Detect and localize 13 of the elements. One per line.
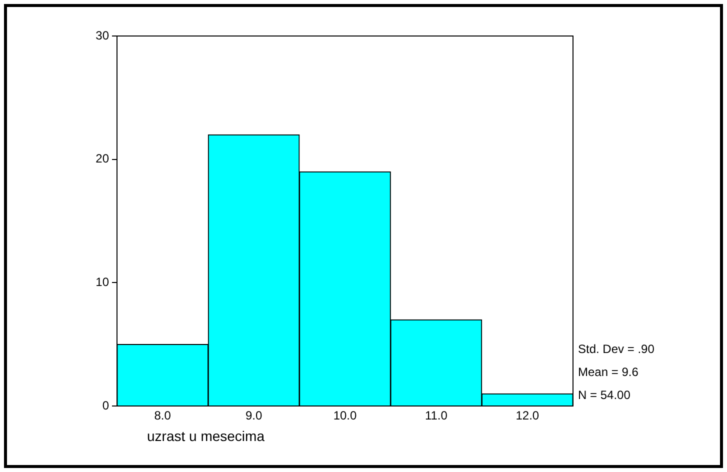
text: N = 54.00	[578, 387, 632, 404]
x-tick-label: 11.0	[424, 408, 448, 423]
y-tick-label: 20	[96, 152, 110, 166]
y-tick-label: 0	[102, 398, 110, 412]
x-tick-label: 10.0	[333, 408, 357, 423]
x-axis-title: uzrast u mesecima	[147, 428, 264, 444]
y-tick-label: 30	[96, 28, 110, 42]
text: Mean = 9.6	[578, 364, 640, 381]
x-tick-label: 12.0	[516, 408, 540, 423]
text: Std. Dev = .90	[578, 341, 654, 358]
x-tick-label: 8.0	[154, 408, 172, 423]
x-tick-label: 9.0	[245, 408, 262, 423]
y-tick-label: 10	[96, 274, 110, 289]
